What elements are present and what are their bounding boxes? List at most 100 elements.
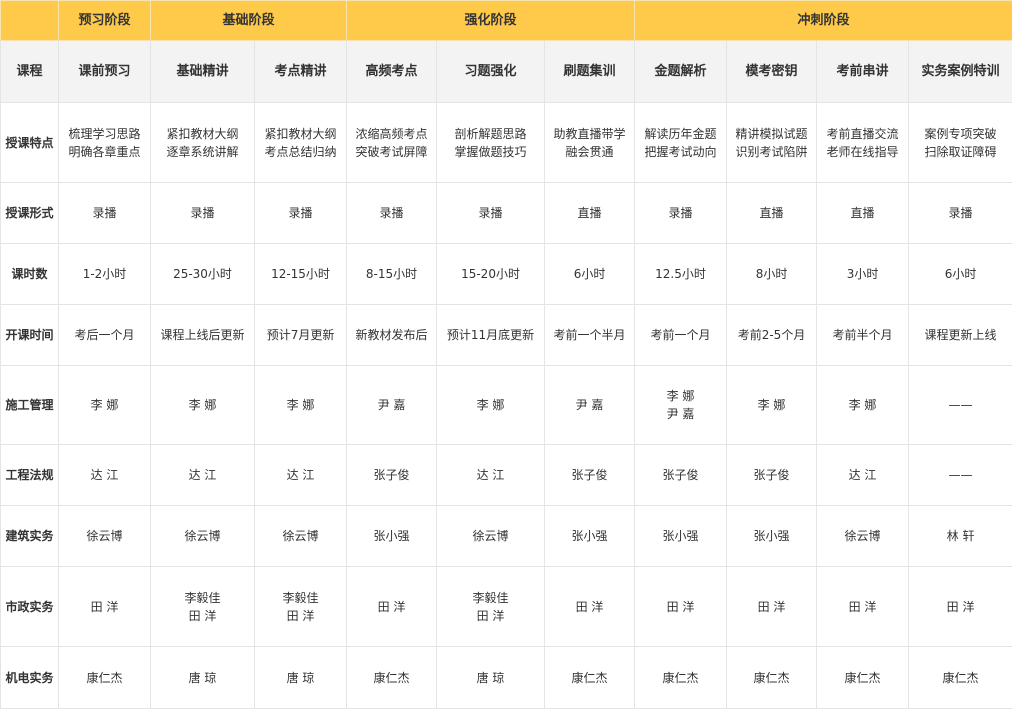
table-cell: 案例专项突破 扫除取证障碍 (908, 102, 1012, 183)
table-cell: 考前一个半月 (544, 304, 636, 366)
table-cell: 康仁杰 (816, 646, 910, 709)
table-cell: 25-30小时 (150, 243, 255, 305)
phase-header-cell: 强化阶段 (346, 0, 636, 41)
table-cell: 康仁杰 (544, 646, 636, 709)
table-cell: 考后一个月 (58, 304, 151, 366)
phase-header-cell (0, 0, 59, 41)
table-cell: 李毅佳 田 洋 (436, 566, 546, 647)
table-cell: 张小强 (634, 505, 728, 567)
table-cell: 紧扣教材大纲 逐章系统讲解 (150, 102, 255, 183)
course-name-header: 考点精讲 (253, 40, 348, 103)
table-cell: 录播 (58, 182, 151, 244)
table-cell: 张小强 (346, 505, 438, 567)
table-cell: 录播 (253, 182, 348, 244)
table-cell: 考前2-5个月 (726, 304, 818, 366)
table-cell: 15-20小时 (436, 243, 546, 305)
table-cell: 12.5小时 (634, 243, 728, 305)
table-cell: 直播 (544, 182, 636, 244)
table-cell: 达 江 (150, 444, 255, 506)
table-cell: 6小时 (908, 243, 1012, 305)
table-cell: 达 江 (436, 444, 546, 506)
row-header: 开课时间 (0, 304, 59, 366)
table-cell: 张小强 (726, 505, 818, 567)
table-cell: 李 娜 (58, 365, 151, 445)
table-cell: 李 娜 (150, 365, 255, 445)
table-cell: 田 洋 (908, 566, 1012, 647)
table-cell: 预计11月底更新 (436, 304, 546, 366)
table-cell: 张子俊 (726, 444, 818, 506)
table-cell: 田 洋 (726, 566, 818, 647)
table-cell: 张子俊 (544, 444, 636, 506)
table-cell: 李 娜 (726, 365, 818, 445)
table-row: 工程法规达 江达 江达 江张子俊达 江张子俊 张子俊 张子俊达 江 —— (0, 444, 1012, 506)
table-cell: 李 娜 (436, 365, 546, 445)
table-cell: 录播 (150, 182, 255, 244)
course-name-header: 课前预习 (58, 40, 151, 103)
table-cell: 6小时 (544, 243, 636, 305)
table-cell: 田 洋 (634, 566, 728, 647)
course-name-header: 模考密钥 (726, 40, 818, 103)
table-cell: 录播 (634, 182, 728, 244)
table-cell: 林 轩 (908, 505, 1012, 567)
table-cell: 张子俊 (634, 444, 728, 506)
course-name-header: 刷题集训 (544, 40, 636, 103)
table-cell: 田 洋 (816, 566, 910, 647)
table-cell: 预计7月更新 (253, 304, 348, 366)
course-name-header: 习题强化 (436, 40, 546, 103)
table-cell: 课程更新上线 (908, 304, 1012, 366)
course-name-header: 高频考点 (346, 40, 438, 103)
table-cell: —— (908, 444, 1012, 506)
table-cell: 考前一个月 (634, 304, 728, 366)
table-cell: 张子俊 (346, 444, 438, 506)
table-cell: 达 江 (253, 444, 348, 506)
table-cell: 考前直播交流 老师在线指导 (816, 102, 910, 183)
course-name-header: 考前串讲 (816, 40, 910, 103)
table-cell: 李 娜 尹 嘉 (634, 365, 728, 445)
table-cell: 张小强 (544, 505, 636, 567)
table-cell: 浓缩高频考点 突破考试屏障 (346, 102, 438, 183)
table-cell: 录播 (436, 182, 546, 244)
row-header: 工程法规 (0, 444, 59, 506)
table-row: 课时数 1-2小时 25-30小时 12-15小时 8-15小时 15-20小时 6小时 12… (0, 243, 1012, 305)
table-cell: 达 江 (816, 444, 910, 506)
table-row: 市政实务田 洋李毅佳 田 洋李毅佳 田 洋田 洋李毅佳 田 洋田 洋田 洋田 洋… (0, 566, 1012, 647)
table-cell: 直播 (726, 182, 818, 244)
course-name-header: 基础精讲 (150, 40, 255, 103)
table-cell: 直播 (816, 182, 910, 244)
table-cell: 徐云博 (253, 505, 348, 567)
row-header: 建筑实务 (0, 505, 59, 567)
row-header: 市政实务 (0, 566, 59, 647)
table-cell: 尹 嘉 (346, 365, 438, 445)
course-name-header: 金题解析 (634, 40, 728, 103)
table-cell: 徐云博 (816, 505, 910, 567)
table-row: 施工管理李 娜李 娜李 娜尹 嘉李 娜尹 嘉李 娜 尹 嘉李 娜李 娜 —— (0, 365, 1012, 445)
phase-header-cell: 基础阶段 (149, 0, 348, 41)
table-cell: 精讲模拟试题 识别考试陷阱 (726, 102, 818, 183)
table-cell: 徐云博 (150, 505, 255, 567)
table-cell: 录播 (346, 182, 438, 244)
table-cell: 录播 (908, 182, 1012, 244)
table-cell: 3小时 (816, 243, 910, 305)
table-cell: 尹 嘉 (544, 365, 636, 445)
course-header-label: 课程 (0, 40, 59, 103)
phase-header-cell: 冲刺阶段 (634, 0, 1012, 41)
table-cell: 康仁杰 (346, 646, 438, 709)
table-cell: 剖析解题思路 掌握做题技巧 (436, 102, 546, 183)
row-header: 授课特点 (0, 102, 59, 183)
table-cell: 新教材发布后 (346, 304, 438, 366)
table-cell: 唐 琼 (253, 646, 348, 709)
table-cell: 康仁杰 (58, 646, 151, 709)
table-row: 建筑实务 徐云博 徐云博 徐云博 张小强 徐云博 张小强 张小强 张小强 徐云博林 轩 (0, 505, 1012, 567)
table-row: 授课形式 录播 录播 录播 录播 录播 直播 录播 直播 直播 录播 (0, 182, 1012, 244)
table-cell: 考前半个月 (816, 304, 910, 366)
table-cell: 唐 琼 (150, 646, 255, 709)
table-cell: 李毅佳 田 洋 (150, 566, 255, 647)
table-cell: —— (908, 365, 1012, 445)
table-cell: 紧扣教材大纲 考点总结归纳 (253, 102, 348, 183)
table-cell: 助教直播带学 融会贯通 (544, 102, 636, 183)
table-cell: 李 娜 (816, 365, 910, 445)
phase-header-row: 预习阶段 基础阶段 强化阶段 冲刺阶段 (0, 0, 1012, 41)
table-cell: 梳理学习思路 明确各章重点 (58, 102, 151, 183)
table-row: 授课特点 梳理学习思路 明确各章重点 紧扣教材大纲 逐章系统讲解 紧扣教材大纲 考点总… (0, 102, 1012, 183)
table-cell: 田 洋 (58, 566, 151, 647)
